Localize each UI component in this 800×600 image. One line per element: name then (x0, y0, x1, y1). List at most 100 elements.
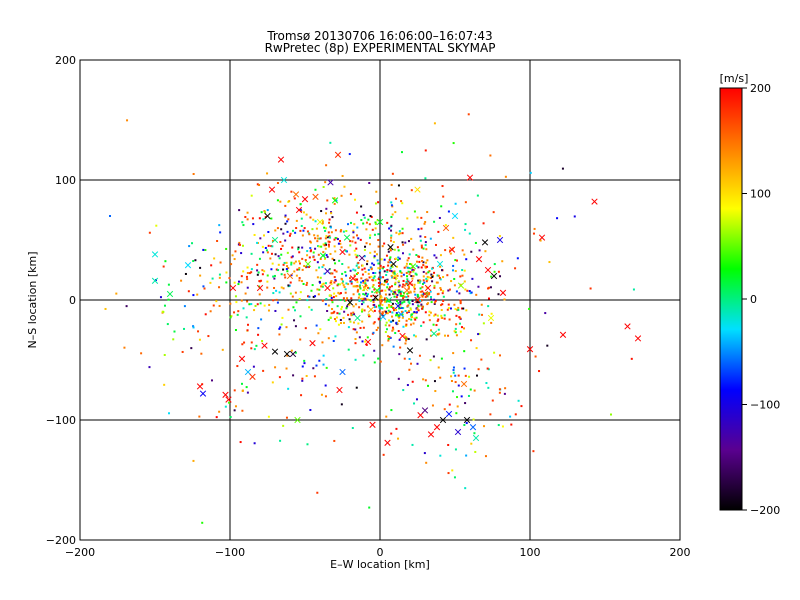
data-point (168, 412, 171, 415)
data-point (377, 201, 380, 204)
data-point (426, 278, 429, 281)
data-point (450, 380, 453, 383)
data-point (319, 276, 322, 279)
data-point (345, 229, 348, 232)
data-point (328, 240, 331, 243)
data-point (420, 266, 423, 269)
data-point (409, 299, 412, 302)
data-point (367, 306, 375, 313)
data-point (401, 241, 404, 244)
data-point (151, 251, 159, 258)
data-point (363, 297, 366, 300)
data-point (376, 218, 384, 226)
data-point (433, 314, 436, 317)
data-point (387, 264, 390, 267)
data-point (384, 324, 387, 327)
data-point (430, 329, 433, 332)
data-point (353, 274, 356, 277)
data-point (379, 281, 382, 284)
data-point (399, 270, 402, 273)
data-point (184, 262, 192, 269)
data-point (249, 373, 256, 380)
data-point (382, 265, 385, 268)
data-point (302, 211, 305, 214)
data-point (284, 276, 287, 279)
data-point (316, 491, 319, 494)
data-point (372, 263, 375, 266)
data-point (340, 322, 343, 325)
data-point (316, 261, 319, 264)
data-point (321, 222, 324, 225)
data-point (320, 285, 323, 288)
data-point (457, 282, 465, 289)
data-point (388, 293, 391, 296)
data-point (428, 292, 431, 295)
data-point (246, 300, 249, 303)
data-point (401, 313, 404, 316)
data-point (368, 287, 371, 290)
data-point (314, 295, 317, 298)
data-point (406, 305, 409, 308)
data-point (408, 267, 411, 270)
data-point (280, 247, 283, 250)
data-point (307, 295, 310, 298)
data-point (380, 306, 383, 309)
data-point (308, 233, 311, 236)
data-point (394, 278, 397, 281)
data-point (529, 171, 532, 174)
data-point (385, 310, 388, 313)
data-point (283, 350, 291, 358)
data-point (310, 308, 313, 311)
data-point (630, 357, 633, 360)
chart-title: Tromsø 20130706 16:06:00–16:07:43 (266, 29, 492, 43)
data-point (419, 235, 422, 238)
data-point (407, 270, 410, 273)
data-point (410, 237, 413, 240)
data-point (402, 294, 405, 297)
data-point (465, 258, 468, 261)
data-point (386, 221, 389, 224)
data-point (417, 281, 420, 284)
data-point (325, 234, 328, 237)
data-point (362, 281, 365, 284)
data-point (408, 318, 411, 321)
data-point (386, 278, 389, 281)
data-point (427, 302, 430, 305)
data-point (406, 280, 414, 287)
data-point (245, 275, 248, 278)
data-point (463, 269, 466, 272)
data-point (324, 227, 327, 230)
data-point (401, 316, 404, 319)
data-point (398, 289, 401, 292)
data-point (386, 270, 389, 273)
data-point (270, 268, 273, 271)
data-point (282, 287, 285, 290)
data-point (237, 283, 240, 286)
data-point (303, 264, 306, 267)
data-point (314, 247, 317, 250)
data-point (368, 315, 371, 318)
data-point (162, 265, 165, 268)
data-point (416, 362, 419, 365)
data-point (416, 293, 419, 296)
data-point (387, 244, 394, 251)
data-point (148, 366, 151, 369)
data-point (296, 268, 299, 271)
data-point (240, 299, 243, 302)
data-point (331, 257, 334, 260)
data-point (379, 276, 382, 279)
data-point (204, 313, 207, 316)
data-point (311, 284, 314, 287)
data-point (316, 288, 319, 291)
data-point (394, 292, 397, 295)
data-point (405, 323, 408, 326)
data-point (412, 248, 415, 251)
data-point (355, 234, 358, 237)
data-point (303, 359, 306, 362)
data-point (353, 313, 356, 316)
data-point (331, 307, 334, 310)
data-point (475, 256, 483, 263)
data-point (387, 339, 390, 342)
data-point (391, 213, 394, 216)
data-point (172, 338, 175, 341)
